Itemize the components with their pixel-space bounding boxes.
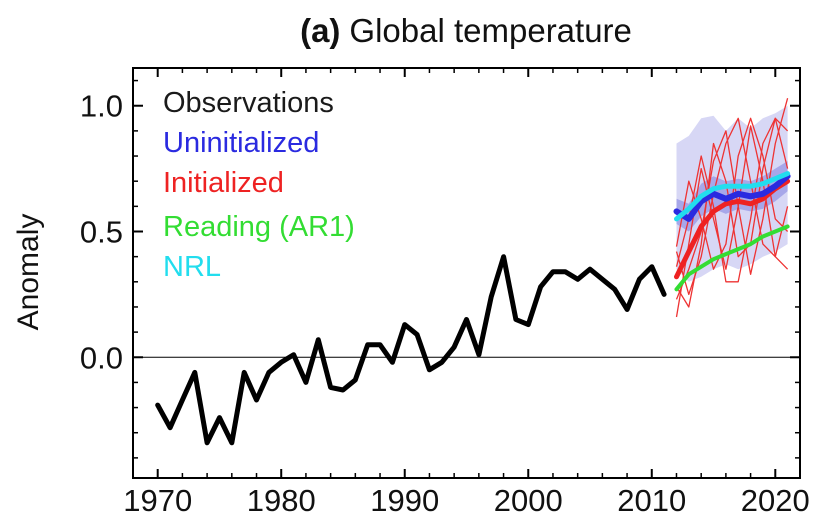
x-tick-label: 1980 — [247, 483, 316, 517]
chart-title: (a) Global temperature — [300, 12, 632, 49]
series-lines — [155, 171, 791, 446]
reading-ar1-line — [674, 224, 790, 292]
x-tick-label: 1970 — [123, 483, 192, 517]
initialized-member-line — [675, 117, 789, 283]
initialized-line — [674, 178, 791, 280]
x-tick-label: 2010 — [617, 483, 686, 517]
uninitialized-line — [673, 173, 791, 222]
x-tick-label: 2020 — [741, 483, 810, 517]
legend: Observations Uninitialized Initialized R… — [163, 87, 355, 283]
y-axis-label: Anomaly — [12, 214, 45, 331]
y-tick-label: 1.0 — [80, 89, 123, 124]
nrl-line — [674, 171, 791, 222]
legend-uninitialized: Uninitialized — [163, 127, 319, 159]
legend-reading-ar1: Reading (AR1) — [163, 211, 355, 243]
chart-title-main: Global temperature — [349, 12, 631, 49]
legend-nrl: NRL — [163, 251, 221, 283]
plot-frame — [132, 67, 801, 479]
x-tick-label: 2000 — [494, 483, 563, 517]
chart-title-prefix: (a) — [300, 12, 340, 49]
observations-line — [155, 254, 667, 446]
legend-initialized: Initialized — [163, 167, 284, 199]
x-tick-label: 1990 — [370, 483, 439, 517]
axis-ticks: 1970 1980 1990 2000 2010 2020 1.0 0.5 0.0 — [80, 68, 810, 517]
legend-observations: Observations — [163, 87, 334, 119]
y-tick-label: 0.5 — [80, 214, 123, 249]
initialized-member-line — [675, 117, 789, 308]
y-tick-label: 0.0 — [80, 340, 123, 375]
